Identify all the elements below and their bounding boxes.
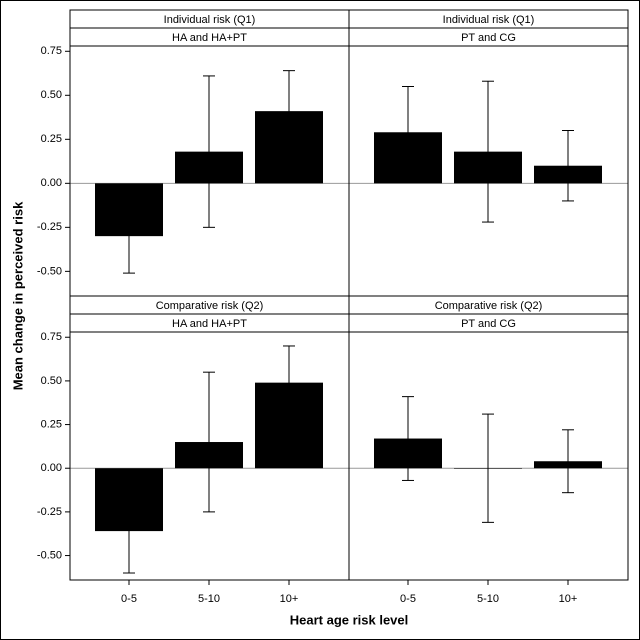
error-bar xyxy=(123,198,135,274)
y-tick-label: 0.00 xyxy=(41,462,62,474)
y-tick-label: 0.25 xyxy=(41,133,62,145)
x-tick-label: 5-10 xyxy=(198,593,220,605)
y-tick-label: -0.50 xyxy=(37,549,62,561)
y-tick-label: -0.25 xyxy=(37,506,62,518)
x-tick-label: 0-5 xyxy=(121,593,137,605)
y-tick-label: 0.50 xyxy=(41,89,62,101)
error-bar xyxy=(283,70,295,153)
y-tick-label: 0.75 xyxy=(41,45,62,57)
x-tick-label: 10+ xyxy=(280,593,299,605)
x-tick-label: 10+ xyxy=(559,593,578,605)
y-axis-title: Mean change in perceived risk xyxy=(10,201,25,390)
y-tick-label: 0.00 xyxy=(41,177,62,189)
error-bar xyxy=(562,130,574,202)
strip-label: HA and HA+PT xyxy=(172,318,247,330)
y-tick-label: 0.25 xyxy=(41,418,62,430)
strip-label: Individual risk (Q1) xyxy=(164,14,256,26)
error-bar xyxy=(562,429,574,494)
error-bar xyxy=(283,345,295,420)
y-tick-label: -0.25 xyxy=(37,221,62,233)
x-axis-title: Heart age risk level xyxy=(290,612,409,627)
strip-label: PT and CG xyxy=(461,32,516,44)
error-bar xyxy=(203,371,215,513)
strip-label: Comparative risk (Q2) xyxy=(156,300,264,312)
y-tick-label: -0.50 xyxy=(37,265,62,277)
strip-label: Comparative risk (Q2) xyxy=(435,300,543,312)
strip-label: PT and CG xyxy=(461,318,516,330)
error-bar xyxy=(203,75,215,228)
y-tick-label: 0.75 xyxy=(41,331,62,343)
strip-label: Individual risk (Q1) xyxy=(443,14,535,26)
error-bar xyxy=(482,413,494,523)
strip-label: HA and HA+PT xyxy=(172,32,247,44)
error-bar xyxy=(482,80,494,223)
error-bar xyxy=(123,488,135,574)
x-tick-label: 0-5 xyxy=(400,593,416,605)
y-tick-label: 0.50 xyxy=(41,375,62,387)
error-bar xyxy=(402,85,414,179)
x-tick-label: 5-10 xyxy=(477,593,499,605)
error-bar xyxy=(402,396,414,481)
